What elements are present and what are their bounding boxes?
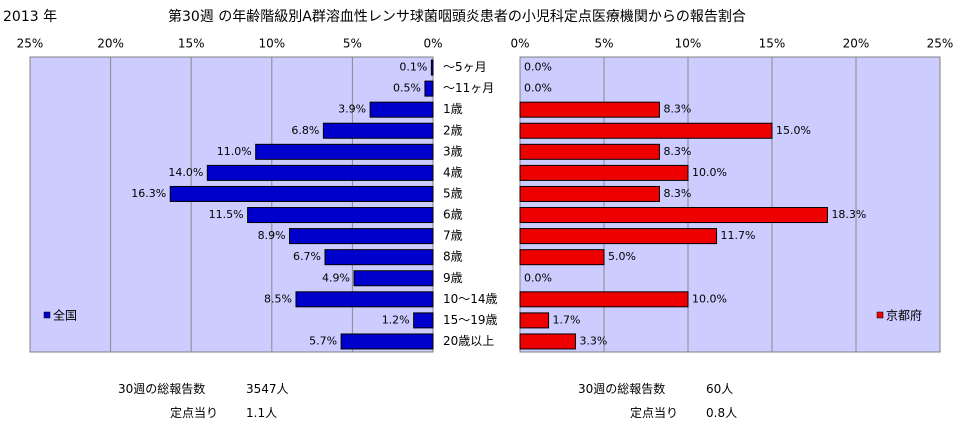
kyoto-data-label: 0.0% [524, 271, 552, 284]
national-legend-label: 全国 [53, 308, 77, 323]
right-tick-label: 10% [675, 37, 702, 51]
kyoto-data-label: 18.3% [831, 208, 866, 221]
national-bar [295, 291, 434, 308]
national-bar [322, 122, 434, 139]
national-data-label: 8.9% [258, 229, 286, 242]
right-plot-area [519, 56, 941, 353]
kyoto-legend-label: 京都府 [886, 308, 922, 323]
national-bar [247, 207, 434, 224]
age-category-label: 8歳 [443, 250, 463, 264]
left-tick-label: 15% [178, 37, 205, 51]
kyoto-bar [519, 228, 718, 245]
national-data-label: 16.3% [131, 187, 166, 200]
age-category-label: 3歳 [443, 144, 463, 158]
national-bar [289, 228, 434, 245]
age-category-label: 6歳 [443, 208, 463, 222]
age-category-label: 〜5ヶ月 [443, 60, 487, 74]
kyoto-data-label: 10.0% [692, 166, 727, 179]
kyoto-data-label: 10.0% [692, 292, 727, 305]
kyoto-data-label: 0.0% [524, 82, 552, 95]
kyoto-data-label: 5.0% [608, 250, 636, 263]
age-category-label: 5歳 [443, 186, 463, 200]
kyoto-bar [519, 312, 550, 329]
kyoto-data-label: 1.7% [553, 313, 581, 326]
national-data-label: 6.8% [291, 124, 319, 137]
national-bar [324, 249, 434, 266]
left-per-site-label: 定点当り [170, 406, 219, 420]
right-tick-label: 0% [510, 37, 529, 51]
left-tick-label: 10% [258, 37, 285, 51]
age-category-label: 7歳 [443, 229, 463, 243]
national-data-label: 11.0% [217, 145, 252, 158]
national-bar [430, 59, 434, 76]
national-bar [340, 333, 434, 350]
kyoto-data-label: 11.7% [721, 229, 756, 242]
left-total-label: 30週の総報告数 [118, 382, 206, 396]
kyoto-data-label: 8.3% [663, 187, 691, 200]
age-category-label: 20歳以上 [443, 334, 494, 348]
kyoto-bar [519, 207, 828, 224]
left-per-site-value: 1.1人 [246, 406, 278, 420]
kyoto-bar [519, 164, 689, 181]
left-tick-label: 20% [97, 37, 124, 51]
kyoto-bar [519, 101, 660, 118]
age-category-label: 4歳 [443, 165, 463, 179]
age-category-label: 2歳 [443, 123, 463, 137]
national-bar [255, 143, 434, 160]
national-bar [424, 80, 434, 97]
kyoto-data-label: 8.3% [663, 103, 691, 116]
kyoto-bar [519, 249, 605, 266]
right-tick-label: 15% [759, 37, 786, 51]
national-bar [353, 270, 434, 287]
right-tick-label: 25% [927, 37, 954, 51]
age-category-label: 15〜19歳 [443, 313, 498, 327]
national-data-label: 0.5% [393, 82, 421, 95]
age-category-label: 1歳 [443, 102, 463, 116]
national-data-label: 1.2% [382, 313, 410, 326]
national-bar [206, 164, 434, 181]
left-tick-label: 5% [343, 37, 362, 51]
national-data-label: 0.1% [399, 61, 427, 74]
right-total-value: 60人 [706, 382, 734, 396]
national-data-label: 11.5% [209, 208, 244, 221]
left-total-value: 3547人 [246, 382, 289, 396]
age-category-label: 〜11ヶ月 [443, 81, 494, 95]
right-per-site-value: 0.8人 [706, 406, 738, 420]
national-bar [369, 101, 434, 118]
left-tick-label: 0% [423, 37, 442, 51]
national-legend-swatch [43, 311, 51, 319]
right-per-site-label: 定点当り [630, 406, 679, 420]
right-total-label: 30週の総報告数 [578, 382, 666, 396]
kyoto-data-label: 8.3% [663, 145, 691, 158]
year-label: 2013 年 [3, 9, 58, 25]
kyoto-bar [519, 122, 773, 139]
kyoto-bar [519, 143, 660, 160]
national-data-label: 5.7% [309, 334, 337, 347]
kyoto-data-label: 15.0% [776, 124, 811, 137]
left-tick-label: 25% [17, 37, 44, 51]
right-tick-label: 5% [594, 37, 613, 51]
national-data-label: 14.0% [168, 166, 203, 179]
right-tick-label: 20% [843, 37, 870, 51]
kyoto-bar [519, 333, 576, 350]
age-category-label: 9歳 [443, 271, 463, 285]
kyoto-legend-swatch [876, 311, 884, 319]
kyoto-data-label: 3.3% [579, 334, 607, 347]
national-bar [169, 185, 434, 202]
kyoto-bar [519, 291, 689, 308]
national-data-label: 4.9% [322, 271, 350, 284]
kyoto-bar [519, 185, 660, 202]
national-data-label: 6.7% [293, 250, 321, 263]
national-bar [413, 312, 434, 329]
national-data-label: 3.9% [338, 103, 366, 116]
age-category-label: 10〜14歳 [443, 292, 498, 306]
left-plot-area [29, 56, 434, 353]
kyoto-data-label: 0.0% [524, 61, 552, 74]
chart-title: 第30週 の年齢階級別A群溶血性レンサ球菌咽頭炎患者の小児科定点医療機関からの報… [168, 9, 746, 25]
national-data-label: 8.5% [264, 292, 292, 305]
